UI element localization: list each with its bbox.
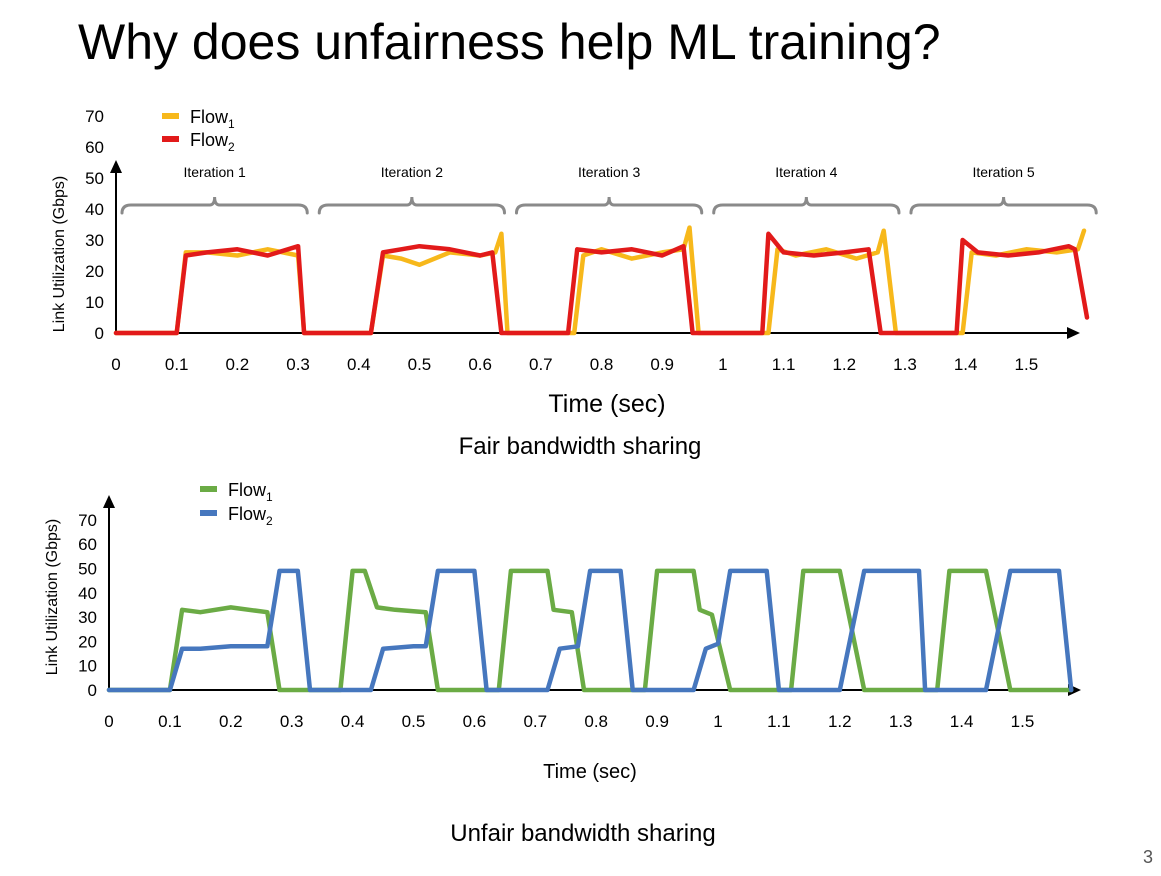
y-tick-label: 70: [78, 511, 97, 530]
x-tick-label: 0.5: [408, 355, 432, 374]
fair-sharing-chart: 0 0.1 0.2 0.3 0.4 0.5 0.6 0.7 0.8 0.9 1 1.1 1.2 1.3 1.…: [51, 107, 1098, 418]
x-tick-label: 1.5: [1011, 712, 1035, 731]
iteration-bracket: [120, 196, 309, 215]
page-number: 3: [1142, 847, 1153, 867]
fair-sharing-caption: Fair bandwidth sharing: [458, 433, 702, 460]
x-tick-label: 0.8: [590, 355, 614, 374]
iteration-label: Iteration 5: [972, 164, 1034, 180]
slide-title: Why does unfairness help ML training?: [78, 14, 941, 70]
y-tick-label: 40: [85, 200, 104, 219]
x-tick-label: 1.4: [950, 712, 974, 731]
x-tick-label: 1.1: [772, 355, 796, 374]
x-tick-label: 0.6: [468, 355, 492, 374]
unfair-sharing-caption: Unfair bandwidth sharing: [450, 820, 716, 847]
y-tick-label: 40: [78, 584, 97, 603]
x-tick-label: 0.6: [463, 712, 487, 731]
y-tick-label: 20: [85, 262, 104, 281]
y-tick-label: 70: [85, 107, 104, 126]
y-axis-label: Link Utilization (Gbps): [44, 519, 61, 676]
y-tick-label: 20: [78, 632, 97, 651]
x-axis-label: Time (sec): [548, 390, 665, 418]
x-tick-label: 0.4: [347, 355, 371, 374]
y-tick-label: 10: [78, 657, 97, 676]
x-tick-label: 0.3: [280, 712, 304, 731]
legend-label-flow-1: Flow1: [190, 107, 235, 131]
x-tick-label: 0.1: [165, 355, 189, 374]
x-tick-label: 0.2: [226, 355, 250, 374]
x-tick-label: 0.2: [219, 712, 243, 731]
x-tick-label: 0.5: [402, 712, 426, 731]
y-tick-label: 30: [85, 231, 104, 250]
x-axis-label: Time (sec): [543, 761, 637, 783]
iteration-bracket: [514, 196, 704, 215]
x-tick-label: 0.7: [523, 712, 547, 731]
x-tick-label: 0.7: [529, 355, 553, 374]
series-line-flow-1: [106, 568, 1074, 693]
iteration-label: Iteration 3: [578, 164, 640, 180]
x-tick-label: 1.1: [767, 712, 791, 731]
y-tick-label: 60: [78, 535, 97, 554]
x-tick-label: 0.1: [158, 712, 182, 731]
legend-label-flow-1: Flow1: [228, 480, 273, 504]
x-tick-label: 1.5: [1015, 355, 1039, 374]
y-tick-label: 50: [85, 169, 104, 188]
x-tick-label: 1.3: [889, 712, 913, 731]
iteration-bracket: [712, 196, 901, 215]
x-tick-label: 1.2: [832, 355, 856, 374]
x-tick-label: 0.8: [584, 712, 608, 731]
series-line-flow-2: [106, 568, 1074, 693]
x-tick-label: 0: [104, 712, 113, 731]
x-tick-label: 0.9: [650, 355, 674, 374]
unfair-sharing-chart: 0 0.1 0.2 0.3 0.4 0.5 0.6 0.7 0.8 0.9 1 1.1 1.2 1.3 1.…: [44, 480, 1081, 783]
y-tick-label: 50: [78, 560, 97, 579]
x-tick-label: 1.4: [954, 355, 978, 374]
x-axis-arrow: [1067, 327, 1080, 339]
iteration-label: Iteration 2: [381, 164, 443, 180]
series-line-flow-2: [113, 231, 1090, 336]
y-tick-label: 0: [88, 681, 97, 700]
x-tick-label: 1: [718, 355, 727, 374]
y-tick-label: 10: [85, 293, 104, 312]
x-tick-label: 0.9: [645, 712, 669, 731]
legend-label-flow-2: Flow2: [228, 504, 273, 528]
x-tick-label: 1.2: [828, 712, 852, 731]
y-tick-label: 0: [95, 324, 104, 343]
x-tick-label: 0: [111, 355, 120, 374]
x-tick-label: 1.3: [893, 355, 917, 374]
x-tick-label: 1: [713, 712, 722, 731]
iteration-label: Iteration 4: [775, 164, 837, 180]
iteration-label: Iteration 1: [183, 164, 245, 180]
x-tick-label: 0.4: [341, 712, 365, 731]
iteration-bracket: [909, 196, 1098, 215]
y-axis-arrow: [103, 495, 115, 508]
y-axis-label: Link Utilization (Gbps): [51, 176, 68, 333]
iteration-bracket: [317, 196, 506, 215]
x-tick-label: 0.3: [286, 355, 310, 374]
y-tick-label: 30: [78, 608, 97, 627]
y-axis-arrow: [110, 160, 122, 173]
y-tick-label: 60: [85, 138, 104, 157]
legend-label-flow-2: Flow2: [190, 130, 235, 154]
